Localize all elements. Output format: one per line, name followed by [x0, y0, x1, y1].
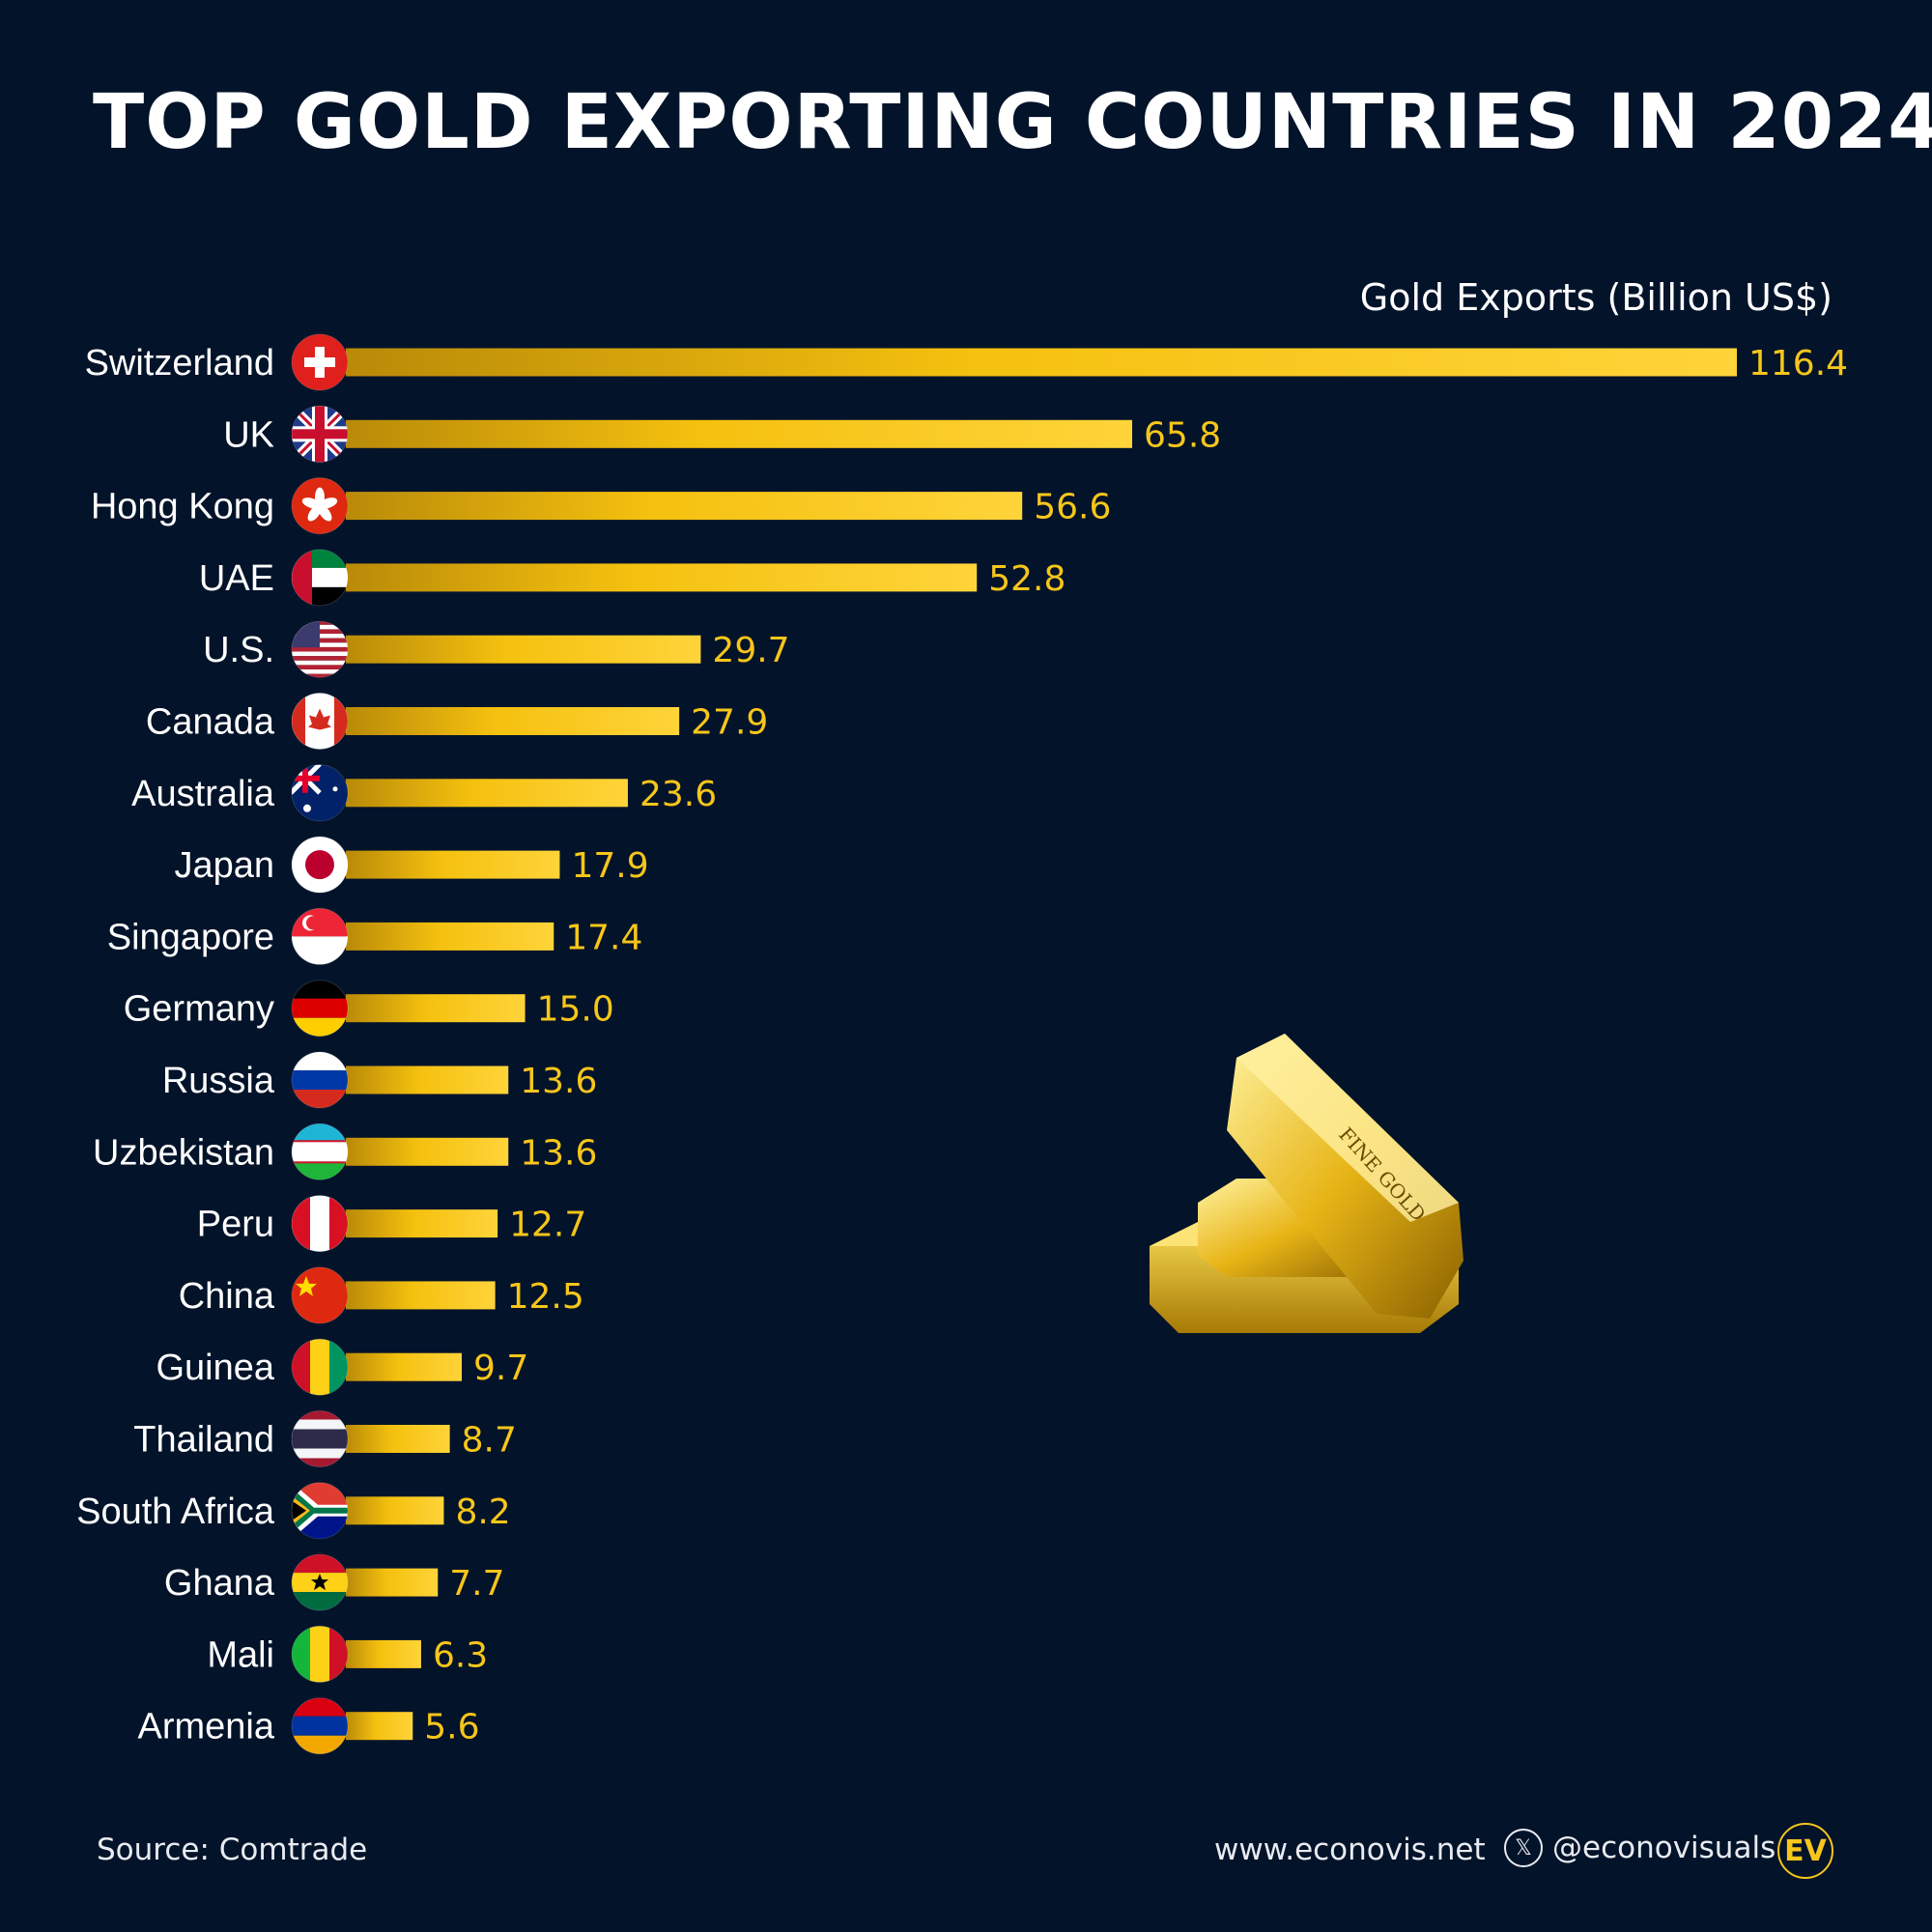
value-label: 8.7 — [462, 1421, 517, 1461]
flag-japan-icon — [291, 836, 349, 894]
bar-thailand — [346, 1425, 450, 1453]
bar-uk — [346, 419, 1133, 448]
bar-germany — [346, 994, 526, 1023]
category-label: Guinea — [156, 1348, 274, 1388]
category-label: UAE — [199, 558, 274, 599]
bar-u-s- — [346, 635, 701, 664]
flag-canada-icon — [291, 693, 349, 750]
value-label: 29.7 — [712, 631, 789, 670]
value-label: 17.9 — [571, 846, 648, 886]
category-label: Mali — [207, 1634, 274, 1675]
category-label: Peru — [197, 1205, 274, 1245]
value-label: 15.0 — [537, 990, 614, 1030]
bar-uzbekistan — [346, 1137, 509, 1166]
category-label: UK — [223, 414, 274, 455]
flag-uae-icon — [291, 549, 349, 607]
category-label: China — [179, 1276, 275, 1317]
bar-china — [346, 1281, 496, 1310]
page-title: TOP GOLD EXPORTING COUNTRIES IN 2024 — [93, 79, 1932, 166]
value-label: 5.6 — [424, 1708, 479, 1747]
category-label: Germany — [124, 989, 274, 1030]
social-handle-text: @econovisuals — [1552, 1831, 1776, 1865]
flag-uzbekistan-icon — [291, 1122, 349, 1180]
category-label: Switzerland — [85, 343, 274, 384]
bar-guinea — [346, 1352, 462, 1381]
axis-unit-label: Gold Exports (Billion US$) — [1359, 276, 1833, 319]
bar-hong-kong — [346, 492, 1023, 521]
flag-south-africa-icon — [291, 1482, 349, 1540]
flag-us-icon — [291, 620, 349, 678]
flag-mali-icon — [291, 1625, 349, 1683]
flag-hong-kong-icon — [291, 477, 349, 535]
flag-australia-icon — [291, 764, 349, 822]
bar-armenia — [346, 1712, 413, 1741]
category-label: Australia — [131, 774, 275, 814]
value-label: 17.4 — [565, 918, 642, 957]
gold-bars-illustration: FINE GOLD — [1150, 1034, 1463, 1333]
category-label: South Africa — [76, 1492, 275, 1532]
bar-singapore — [346, 922, 554, 951]
value-label: 12.5 — [507, 1277, 584, 1317]
flag-switzerland-icon — [291, 333, 349, 391]
category-label: Armenia — [138, 1707, 275, 1747]
flag-uk-icon — [291, 405, 349, 463]
category-label: Japan — [174, 845, 274, 886]
category-label: Singapore — [107, 917, 274, 957]
flag-singapore-icon — [291, 907, 349, 965]
value-label: 7.7 — [449, 1564, 504, 1604]
flag-germany-icon — [291, 980, 349, 1037]
bar-russia — [346, 1065, 509, 1094]
bar-mali — [346, 1639, 421, 1668]
value-label: 56.6 — [1034, 488, 1111, 527]
bar-south-africa — [346, 1496, 444, 1525]
flag-armenia-icon — [291, 1697, 349, 1755]
value-label: 8.2 — [455, 1492, 510, 1532]
value-label: 12.7 — [509, 1206, 586, 1245]
brand-logo: EV — [1777, 1823, 1833, 1879]
value-label: 6.3 — [433, 1635, 488, 1675]
category-label: Thailand — [133, 1420, 274, 1461]
bar-uae — [346, 563, 978, 592]
bar-canada — [346, 707, 680, 735]
value-label: 65.8 — [1144, 415, 1221, 455]
flag-peru-icon — [291, 1195, 349, 1253]
value-label: 9.7 — [473, 1349, 528, 1388]
bar-australia — [346, 779, 628, 808]
category-label: Hong Kong — [91, 487, 274, 527]
flag-thailand-icon — [291, 1410, 349, 1467]
value-label: 13.6 — [520, 1062, 597, 1101]
bar-switzerland — [346, 348, 1737, 377]
bar-peru — [346, 1209, 498, 1238]
category-label: Uzbekistan — [93, 1132, 274, 1173]
category-label: Canada — [146, 702, 275, 743]
website-link[interactable]: www.econovis.net — [1214, 1833, 1486, 1867]
value-label: 13.6 — [520, 1133, 597, 1173]
flag-guinea-icon — [291, 1338, 349, 1396]
social-handle[interactable]: 𝕏 @econovisuals — [1504, 1829, 1776, 1867]
x-logo-icon: 𝕏 — [1504, 1829, 1543, 1867]
flag-russia-icon — [291, 1051, 349, 1109]
value-label: 23.6 — [639, 775, 717, 814]
flag-china-icon — [291, 1266, 349, 1324]
source-note: Source: Comtrade — [97, 1833, 368, 1867]
category-label: U.S. — [203, 630, 274, 670]
category-label: Ghana — [164, 1563, 275, 1604]
value-label: 116.4 — [1748, 344, 1848, 384]
value-label: 52.8 — [988, 559, 1065, 599]
value-label: 27.9 — [691, 703, 768, 743]
flag-ghana-icon — [291, 1553, 349, 1611]
bar-chart: Switzerland 116.4 UK 65.8 Hong Kong 56.6 UAE 52… — [76, 333, 1848, 1755]
category-label: Russia — [162, 1061, 275, 1101]
bar-japan — [346, 850, 560, 879]
bar-ghana — [346, 1568, 439, 1597]
